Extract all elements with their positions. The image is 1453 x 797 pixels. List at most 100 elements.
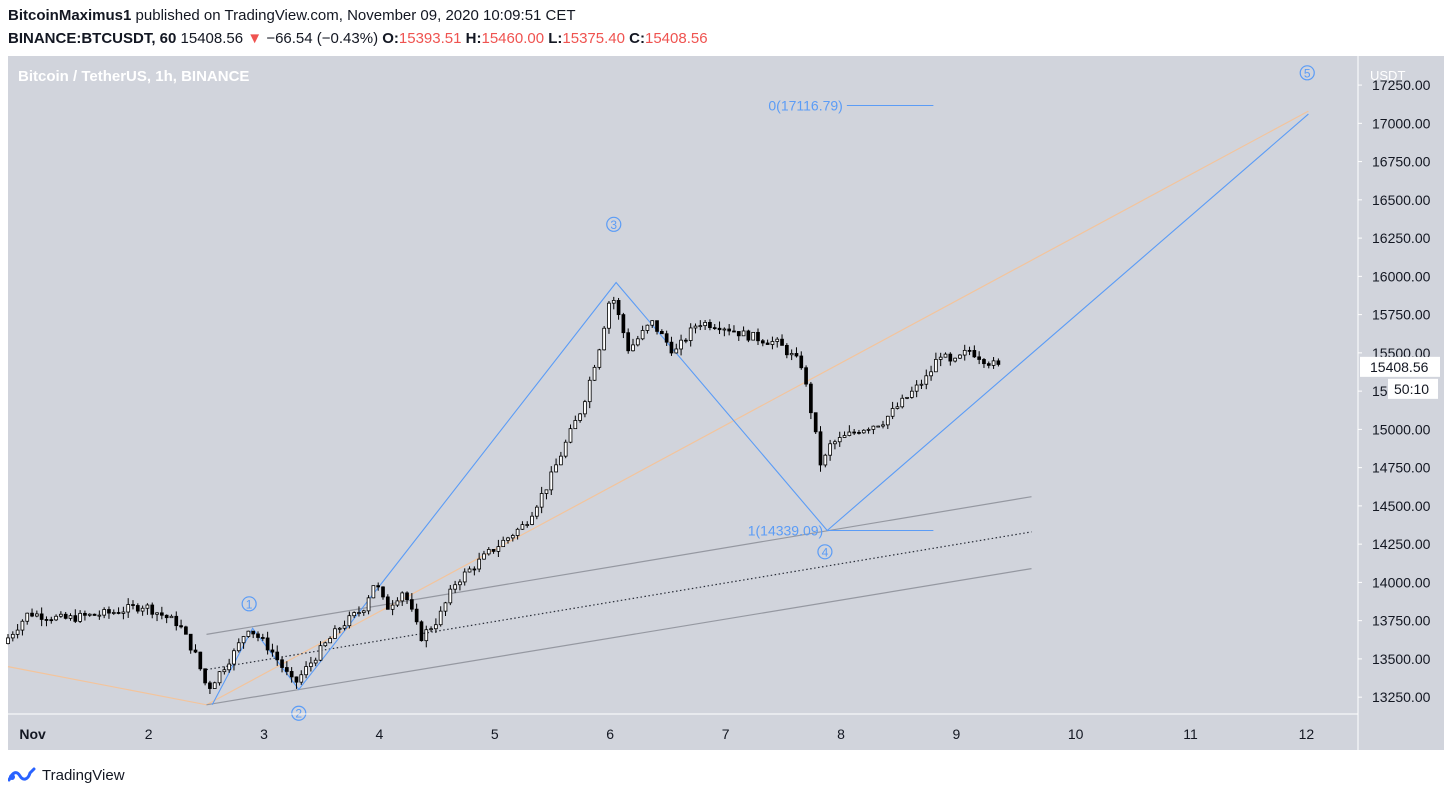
candle-body: [20, 620, 25, 631]
last-price-label: 15408.56: [1370, 359, 1429, 375]
publish-text: published on TradingView.com, November 0…: [135, 7, 576, 24]
candle-body: [448, 588, 453, 604]
candle-body: [405, 592, 409, 601]
brand-name: TradingView: [42, 766, 125, 784]
candle-body: [414, 608, 419, 623]
y-tick-label: 15000.00: [1372, 421, 1431, 437]
candle-body: [6, 637, 10, 645]
author-name[interactable]: BitcoinMaximus1: [8, 7, 132, 24]
candle-body: [785, 344, 789, 356]
candle-body: [775, 338, 780, 342]
candle-body: [828, 443, 832, 456]
candle-body: [102, 609, 106, 616]
candle-body: [313, 659, 318, 664]
candle-body: [520, 524, 525, 530]
candle-body: [905, 396, 909, 399]
candle-body: [684, 339, 688, 342]
candle-body: [496, 546, 501, 552]
candle-body: [270, 649, 275, 653]
candle-body: [68, 615, 73, 619]
candle-body: [885, 415, 890, 426]
candle-body: [982, 359, 986, 365]
candle-body: [789, 353, 794, 356]
candle-body: [741, 330, 746, 337]
candle-body: [943, 353, 948, 358]
chart-title: Bitcoin / TetherUS, 1h, BINANCE: [18, 68, 249, 85]
x-tick-label: 8: [837, 726, 845, 742]
candle-body: [554, 464, 558, 473]
close-label: C:: [629, 30, 645, 47]
candle-body: [491, 549, 496, 552]
high-label: H:: [465, 30, 482, 47]
countdown-label: 50:10: [1394, 381, 1429, 397]
candle-body: [54, 615, 58, 621]
candle-body: [97, 614, 102, 617]
candle-body: [583, 401, 587, 415]
candle-body: [751, 331, 756, 341]
candle-body: [953, 357, 957, 362]
candle-body: [910, 390, 914, 398]
candle-body: [621, 314, 626, 334]
candle-body: [958, 354, 962, 359]
y-tick-label: 14500.00: [1372, 498, 1431, 514]
candle-body: [347, 615, 352, 627]
candle-body: [145, 604, 150, 609]
candle-body: [30, 612, 34, 617]
candle-body: [73, 615, 78, 622]
candle-body: [361, 610, 366, 613]
candle-body: [289, 671, 294, 678]
candle-body: [693, 325, 698, 329]
publish-info: BitcoinMaximus1 published on TradingView…: [8, 7, 576, 24]
candle-body: [703, 322, 707, 327]
candle-body: [59, 613, 63, 617]
footer-brand[interactable]: TradingView: [8, 764, 125, 786]
candle-body: [217, 671, 222, 684]
candle-body: [260, 637, 265, 639]
x-tick-label: 12: [1299, 726, 1315, 742]
x-tick-label: 4: [376, 726, 384, 742]
candle-body: [563, 441, 568, 457]
y-tick-label: 13500.00: [1372, 651, 1431, 667]
candle-body: [131, 604, 135, 606]
candle-body: [453, 584, 457, 590]
candle-body: [318, 645, 323, 661]
candle-body: [467, 568, 472, 573]
candle-body: [669, 341, 674, 354]
fib-level-label: 0(17116.79): [768, 97, 842, 113]
candle-body: [15, 629, 20, 635]
low-label: L:: [548, 30, 563, 47]
candle-body: [977, 356, 981, 360]
candle-body: [39, 613, 44, 620]
candle-body: [876, 425, 881, 428]
candle-body: [203, 668, 207, 684]
tradingview-logo-icon: [8, 767, 36, 782]
y-tick-label: 14250.00: [1372, 536, 1431, 552]
candle-body: [462, 571, 467, 583]
x-tick-label: 7: [722, 726, 730, 742]
candle-body: [429, 628, 433, 631]
candle-body: [996, 360, 1001, 365]
candle-body: [150, 604, 155, 615]
candle-body: [121, 611, 126, 614]
y-tick-label: 15750.00: [1372, 307, 1431, 323]
candle-body: [732, 330, 736, 333]
candle-body: [395, 600, 400, 606]
candle-body: [660, 330, 664, 335]
candle-body: [664, 333, 669, 343]
candle-body: [756, 331, 760, 342]
price-change: −66.54 (−0.43%): [266, 30, 379, 47]
candle-body: [549, 471, 554, 491]
candle-body: [530, 515, 534, 525]
y-tick-label: 17000.00: [1372, 115, 1431, 131]
candle-body: [49, 619, 54, 622]
candle-body: [809, 383, 813, 414]
y-tick-label: 17250.00: [1372, 77, 1431, 93]
y-tick-label: 16750.00: [1372, 154, 1431, 170]
candle-body: [486, 549, 491, 555]
candle-body: [251, 630, 256, 635]
y-tick-label: 16000.00: [1372, 268, 1431, 284]
candle-body: [717, 327, 722, 331]
candle-body: [328, 638, 332, 644]
candle-body: [135, 605, 140, 612]
